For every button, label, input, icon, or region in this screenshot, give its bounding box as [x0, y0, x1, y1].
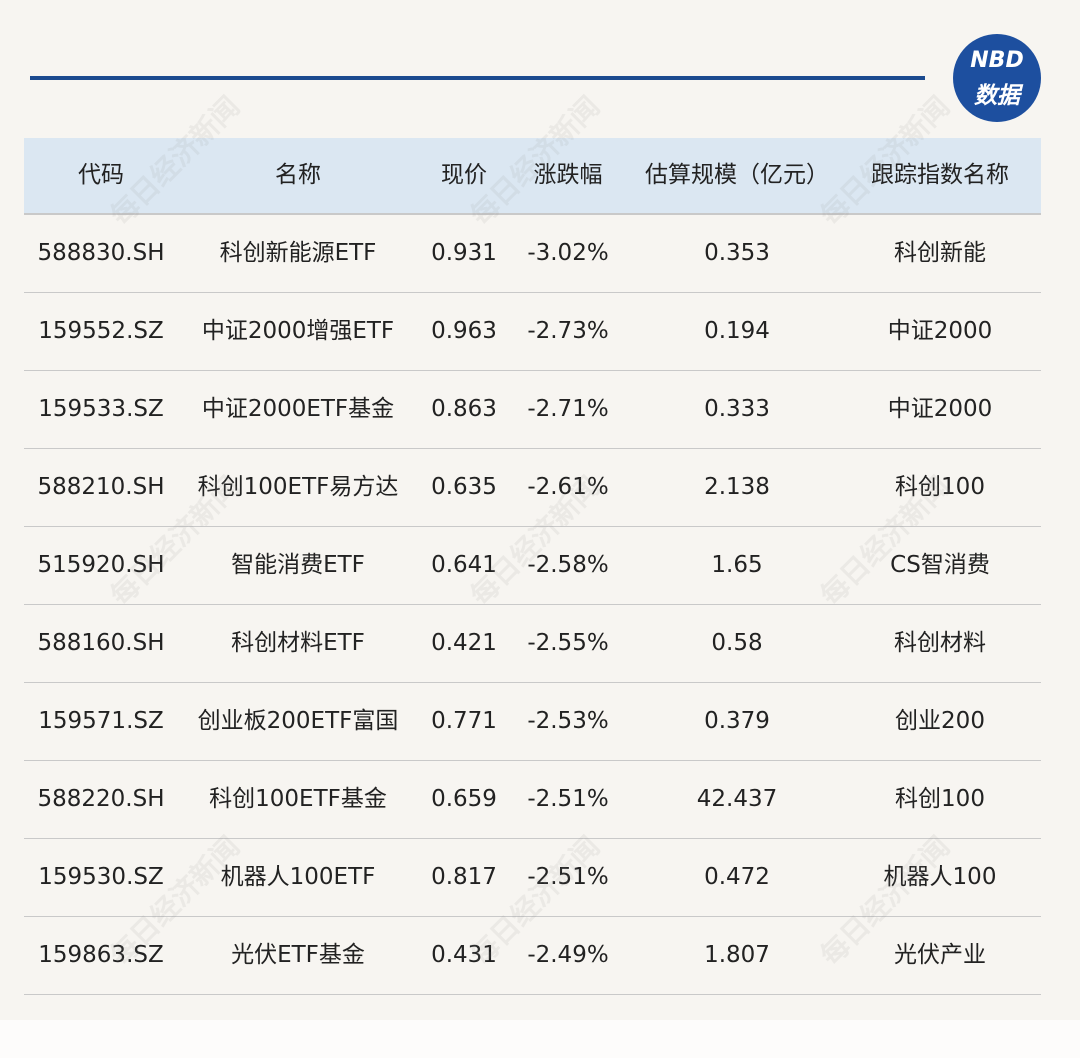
- table-cell: 中证2000ETF基金: [201, 396, 395, 422]
- table-row: 588210.SH 科创100ETF易方达 0.635 -2.61% 2.138 科创10…: [24, 449, 1041, 527]
- table-cell: 0.963: [431, 318, 497, 344]
- table-cell: 0.421: [431, 630, 497, 656]
- table-cell: 1.65: [711, 552, 763, 578]
- table-cell: 科创新能: [894, 240, 986, 266]
- table-cell: 0.353: [704, 240, 770, 266]
- table-cell: 科创材料: [894, 630, 986, 656]
- table-row: 588830.SH 科创新能源ETF 0.931 -3.02% 0.353 科创新能: [24, 215, 1041, 293]
- table-cell: 159571.SZ: [38, 708, 164, 734]
- table-cell: 中证2000: [887, 318, 993, 344]
- table-cell: 中证2000: [887, 396, 993, 422]
- header-row: 代码 名称 现价 涨跌幅 估算规模（亿元） 跟踪指数名称: [24, 138, 1041, 215]
- logo: NBD 数据: [953, 34, 1041, 122]
- logo-text: NBD: [970, 48, 1024, 73]
- column-header: 跟踪指数名称: [871, 162, 1009, 188]
- table-cell: 0.635: [431, 474, 497, 500]
- table-cell: 42.437: [696, 786, 778, 812]
- table-cell: 159533.SZ: [38, 396, 164, 422]
- table-cell: -2.53%: [527, 708, 609, 734]
- table-row: 159863.SZ 光伏ETF基金 0.431 -2.49% 1.807 光伏产业: [24, 917, 1041, 995]
- table-cell: -2.73%: [527, 318, 609, 344]
- table-cell: 科创100: [895, 474, 985, 500]
- table-cell: 0.659: [431, 786, 497, 812]
- table-cell: 515920.SH: [37, 552, 165, 578]
- column-header: 涨跌幅: [533, 162, 603, 188]
- table-cell: 科创100ETF易方达: [197, 474, 399, 500]
- table-cell: 0.194: [704, 318, 770, 344]
- table-cell: 0.931: [431, 240, 497, 266]
- table-cell: 159552.SZ: [38, 318, 164, 344]
- header-rule: [30, 76, 925, 80]
- table-cell: 创业板200ETF富国: [197, 708, 399, 734]
- table-cell: 588830.SH: [37, 240, 165, 266]
- table-cell: 科创100: [895, 786, 985, 812]
- table-cell: -2.61%: [527, 474, 609, 500]
- table-cell: -2.51%: [527, 786, 609, 812]
- table-cell: 0.863: [431, 396, 497, 422]
- table-cell: 0.58: [711, 630, 763, 656]
- table-cell: 机器人100: [883, 864, 997, 890]
- table-cell: 机器人100ETF: [220, 864, 376, 890]
- table-cell: 0.333: [704, 396, 770, 422]
- column-header: 现价: [441, 162, 487, 188]
- table-cell: 0.379: [704, 708, 770, 734]
- table-cell: 588210.SH: [37, 474, 165, 500]
- table-cell: 智能消费ETF: [231, 552, 365, 578]
- table-row: 159552.SZ 中证2000增强ETF 0.963 -2.73% 0.194 中证20…: [24, 293, 1041, 371]
- table-row: 588220.SH 科创100ETF基金 0.659 -2.51% 42.437 科创10…: [24, 761, 1041, 839]
- table-row: 515920.SH 智能消费ETF 0.641 -2.58% 1.65 CS智消费: [24, 527, 1041, 605]
- table-cell: 科创100ETF基金: [209, 786, 387, 812]
- table-cell: 中证2000增强ETF: [201, 318, 395, 344]
- table-cell: 创业200: [895, 708, 985, 734]
- table-cell: 0.771: [431, 708, 497, 734]
- column-header: 估算规模（亿元）: [645, 162, 829, 188]
- table-cell: 0.817: [431, 864, 497, 890]
- column-header: 代码: [78, 162, 124, 188]
- table: 代码 名称 现价 涨跌幅 估算规模（亿元） 跟踪指数名称 588830.SH 科创新能源ETF…: [24, 138, 1041, 995]
- table-cell: 光伏ETF基金: [231, 942, 365, 968]
- table-row: 159571.SZ 创业板200ETF富国 0.771 -2.53% 0.379 创业20…: [24, 683, 1041, 761]
- table-cell: 159863.SZ: [38, 942, 164, 968]
- table-cell: 光伏产业: [894, 942, 986, 968]
- table-row: 159533.SZ 中证2000ETF基金 0.863 -2.71% 0.333 中证20…: [24, 371, 1041, 449]
- table-cell: -2.49%: [527, 942, 609, 968]
- table-cell: -3.02%: [527, 240, 609, 266]
- table-cell: 588160.SH: [37, 630, 165, 656]
- table-cell: 0.641: [431, 552, 497, 578]
- column-header: 名称: [275, 162, 321, 188]
- table-cell: 科创新能源ETF: [219, 240, 377, 266]
- table-cell: 0.431: [431, 942, 497, 968]
- table-cell: CS智消费: [890, 552, 990, 578]
- table-cell: -2.58%: [527, 552, 609, 578]
- table-cell: 2.138: [704, 474, 770, 500]
- table-cell: 科创材料ETF: [231, 630, 365, 656]
- table-cell: 1.807: [704, 942, 770, 968]
- table-row: 588160.SH 科创材料ETF 0.421 -2.55% 0.58 科创材料: [24, 605, 1041, 683]
- table-cell: 588220.SH: [37, 786, 165, 812]
- footer: [0, 1020, 1080, 1058]
- table-cell: 159530.SZ: [38, 864, 164, 890]
- table-cell: 0.472: [704, 864, 770, 890]
- table-row: 159530.SZ 机器人100ETF 0.817 -2.51% 0.472 机器人100: [24, 839, 1041, 917]
- table-cell: -2.71%: [527, 396, 609, 422]
- table-cell: -2.55%: [527, 630, 609, 656]
- table-cell: -2.51%: [527, 864, 609, 890]
- logo-text: 数据: [974, 83, 1020, 109]
